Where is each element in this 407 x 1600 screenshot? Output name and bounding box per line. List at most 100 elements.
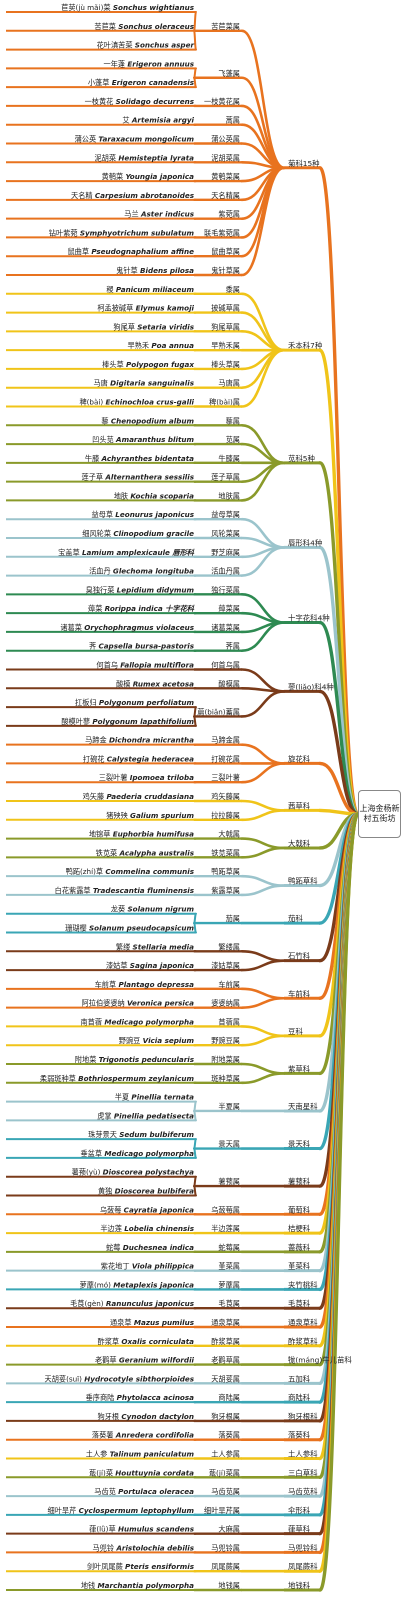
species-scientific-name: Duchesnea indica: [123, 1243, 194, 1252]
species-common-name: 紫花地丁: [101, 1262, 132, 1271]
genus-label: 铁苋菜属: [211, 848, 240, 857]
species-scientific-name: Commelina communis: [105, 867, 194, 876]
species-common-name: 酢浆草: [98, 1337, 122, 1346]
genus-label: 联毛紫菀属: [204, 228, 240, 237]
species-common-name: 何首乌: [96, 661, 120, 670]
species-scientific-name: Rumex acetosa: [133, 679, 194, 688]
genus-label: 诸葛菜属: [211, 623, 240, 632]
species-scientific-name: Solanum pseudocapsicum: [89, 924, 195, 933]
species-scientific-name: Sonchus oleraceus: [118, 22, 194, 31]
genus-label: 狗尾草属: [211, 322, 240, 331]
species-scientific-name: Taraxacum mongolicum: [98, 135, 194, 144]
species-scientific-name: Paederia cruddasiana: [106, 792, 194, 801]
genus-link: [240, 461, 286, 502]
species-scientific-name: Alternanthera sessilis: [104, 473, 194, 482]
species-link: [193, 922, 197, 934]
genus-label: 早熟禾属: [211, 341, 240, 350]
genus-label: 紫露草属: [211, 886, 240, 895]
species-scientific-name: Bidens pilosa: [140, 266, 194, 275]
species-common-name: 落葵薯: [92, 1431, 116, 1440]
species-common-name: 黄鹌菜: [102, 172, 126, 181]
species-scientific-name: Acalypha australis: [119, 848, 195, 857]
species-common-name: 鼠曲草: [67, 247, 91, 256]
species-scientific-name: Vicia sepium: [143, 1036, 195, 1045]
species-common-name: 漆姑草: [106, 961, 130, 970]
family-label: 牻(máng)牛儿苗科: [288, 1356, 352, 1365]
family-link: [318, 812, 360, 1592]
species-label: 阿拉伯婆婆纳 Veronica persica: [82, 999, 195, 1008]
species-common-name: 马唐: [93, 379, 110, 388]
species-common-name: 三裂叶薯: [99, 773, 130, 782]
species-common-name: 剑叶凤尾蕨: [87, 1562, 125, 1571]
species-scientific-name: Orychophragmus violaceus: [84, 623, 194, 632]
family-label: 凤尾蕨科: [288, 1562, 318, 1571]
genus-label: 马齿苋属: [211, 1487, 240, 1496]
species-scientific-name: Polygonum lapathifolium: [92, 717, 194, 726]
species-link: [193, 715, 197, 727]
species-common-name: 柔弱斑种草: [40, 1074, 78, 1083]
genus-label: 土人参属: [211, 1450, 240, 1459]
genus-label: 莲子草属: [211, 473, 240, 482]
genus-label: 地肤属: [218, 491, 240, 500]
species-common-name: 酸模叶蓼: [61, 717, 92, 726]
species-label: 三裂叶薯 Ipomoea triloba: [99, 773, 194, 782]
species-scientific-name: Geranium wilfordii: [119, 1356, 195, 1365]
species-scientific-name: Dichondra micrantha: [109, 736, 194, 745]
species-label: 何首乌 Fallopia multiflora: [96, 661, 194, 670]
species-common-name: 酸模: [116, 679, 133, 688]
species-label: 鬼针草 Bidens pilosa: [116, 266, 194, 275]
species-label: 白花紫露草 Tradescantia fluminensis: [55, 886, 195, 895]
genus-label: 天胡荽属: [211, 1374, 240, 1383]
species-scientific-name: Symphyotrichum subulatum: [80, 228, 195, 237]
genus-link: [240, 536, 286, 549]
species-link: [193, 1138, 197, 1150]
species-scientific-name: Sedum bulbiferum: [119, 1130, 194, 1139]
genus-label: 大戟属: [218, 830, 240, 839]
species-label: 蒲公英 Taraxacum mongolicum: [75, 135, 195, 144]
species-label: 一年蓬 Erigeron annuus: [104, 59, 195, 68]
species-label: 蔊菜 Rorippa indica 十字花科: [88, 604, 195, 613]
species-scientific-name: Oxalis corniculata: [121, 1337, 194, 1346]
species-common-name: 凹头苋: [92, 435, 116, 444]
species-scientific-name: Echinochloa crus-galli: [105, 398, 194, 407]
genus-label: 益母草属: [211, 510, 240, 519]
family-label: 薯蓣科: [288, 1177, 311, 1186]
species-common-name: 阿拉伯婆婆纳: [82, 999, 127, 1008]
genus-label: 地钱属: [218, 1581, 240, 1590]
species-label: 黄独 Dioscorea bulbifera: [98, 1187, 194, 1196]
species-label: 小蓬草 Erigeron canadensis: [88, 78, 195, 87]
species-common-name: 垂盆草: [80, 1149, 104, 1158]
family-label: 菊科15种: [288, 159, 320, 168]
species-common-name: 马兰: [124, 210, 141, 219]
species-scientific-name: Carpesium abrotanoides: [95, 191, 195, 200]
species-scientific-name: Portulaca oleracea: [118, 1487, 194, 1496]
species-common-name: 铁苋菜: [96, 848, 120, 857]
species-label: 酸模叶蓼 Polygonum lapathifolium: [61, 717, 194, 726]
species-scientific-name: Polypogon fugax: [126, 360, 194, 369]
genus-link: [240, 874, 286, 887]
genus-label: 紫菀属: [218, 210, 240, 219]
genus-link: [240, 1034, 286, 1047]
species-common-name: 棒头草: [102, 360, 126, 369]
species-label: 马兰 Aster indicus: [124, 210, 194, 219]
genus-label: 斑种草属: [211, 1074, 240, 1083]
species-scientific-name: Anredera cordifolia: [115, 1431, 194, 1440]
family-label: 紫草科: [288, 1064, 311, 1073]
genus-label: 苜蓿属: [218, 1017, 240, 1026]
species-common-name: 臭独行菜: [86, 585, 117, 594]
genus-label: 萹(biǎn)蓄属: [197, 707, 240, 716]
genus-label: 活血丹属: [211, 567, 240, 576]
species-label: 钻叶紫菀 Symphyotrichum subulatum: [49, 228, 195, 237]
genus-label: 野豌豆属: [211, 1036, 240, 1045]
species-link: [193, 1175, 197, 1188]
genus-label: 车前属: [218, 980, 240, 989]
species-label: 薯蓣(yù) Dioscorea polystachya: [72, 1168, 195, 1177]
species-common-name: 天名精: [71, 191, 95, 200]
genus-link: [240, 461, 286, 483]
species-scientific-name: Medicago polymorpha: [104, 1149, 194, 1158]
species-scientific-name: Mazus pumilus: [134, 1318, 195, 1327]
genus-label: 萝藦属: [218, 1280, 240, 1289]
species-common-name: 苣荬(jù mǎi)菜: [61, 3, 113, 12]
species-scientific-name: Metaplexis japonica: [113, 1280, 194, 1289]
genus-link: [240, 690, 286, 718]
